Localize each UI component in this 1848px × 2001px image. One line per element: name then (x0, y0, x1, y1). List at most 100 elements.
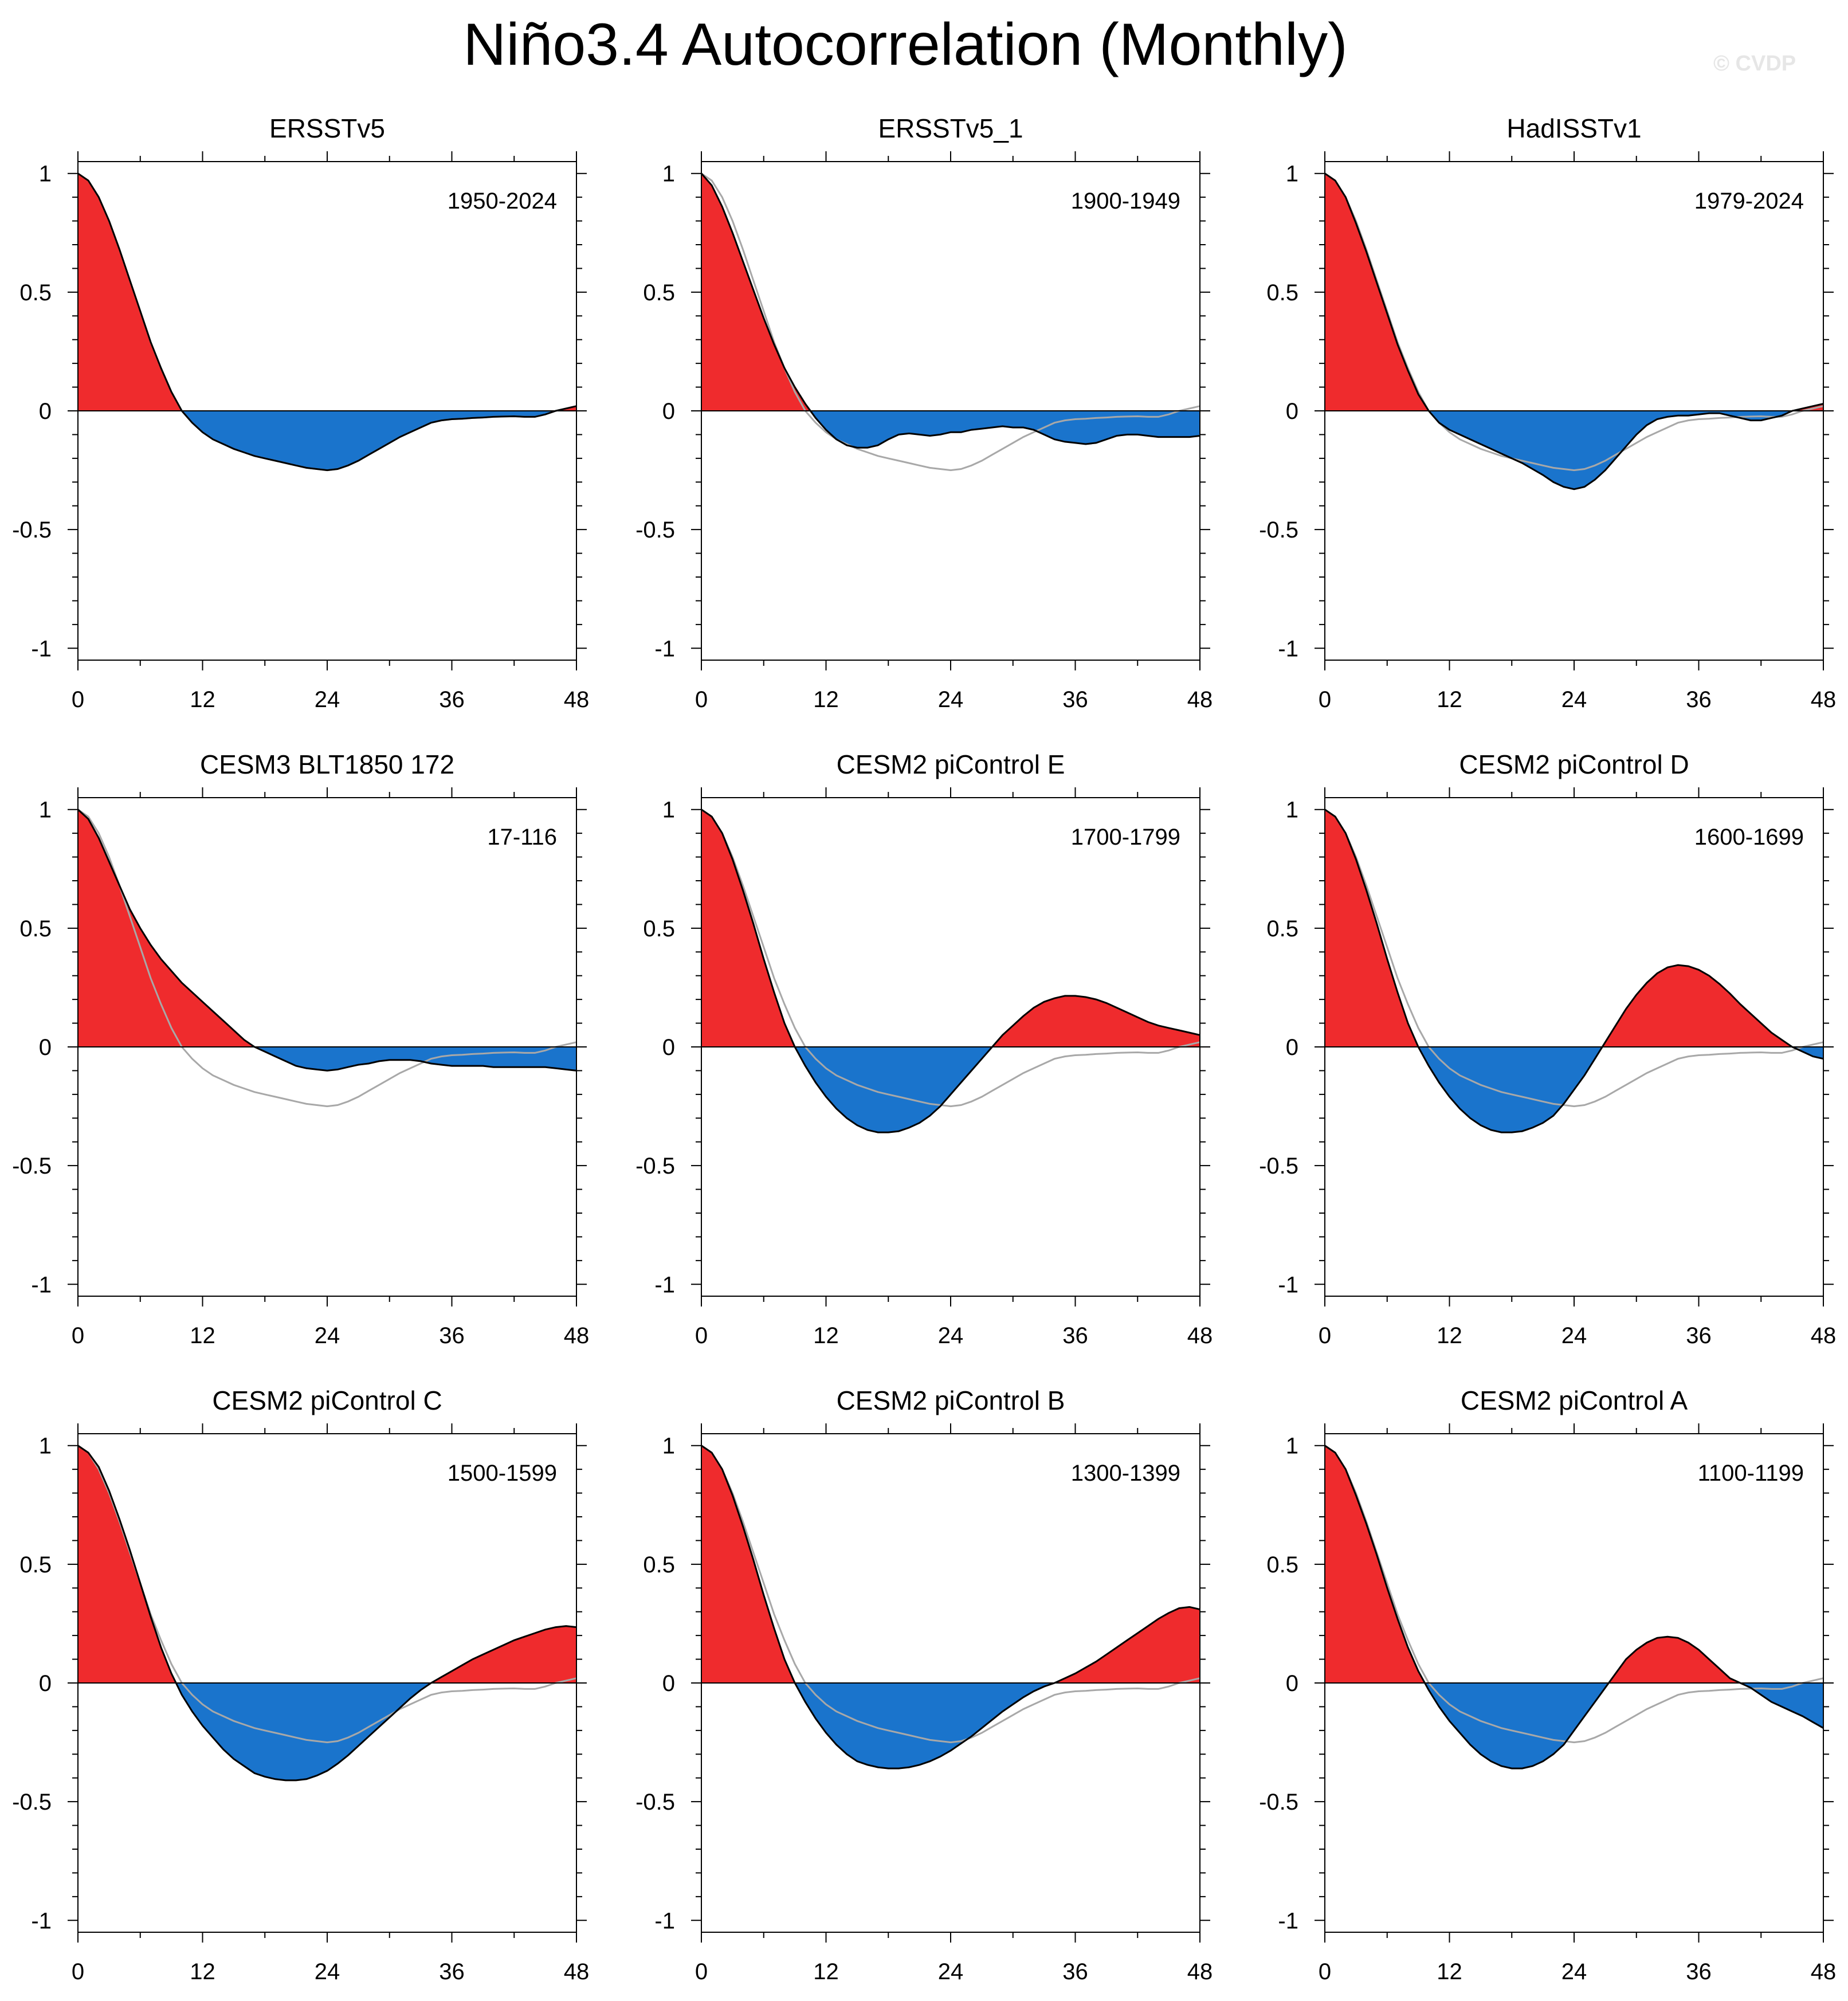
x-tick-label: 12 (813, 1959, 839, 1984)
y-tick-label: -1 (1278, 1908, 1298, 1933)
x-tick-label: 0 (695, 1323, 708, 1348)
negative-fill-area (78, 411, 576, 470)
panel-1: ERSSTv5 1950-2024 -1 -0.5 0 0.5 1 0 12 24 36 48 (12, 113, 589, 712)
y-tick-label: 0.5 (19, 916, 52, 941)
x-tick-label: 24 (1561, 1323, 1587, 1348)
x-tick-label: 0 (1319, 1959, 1331, 1984)
negative-fill-area (1325, 1683, 1823, 1769)
y-tick-label: -0.5 (1259, 517, 1298, 543)
series-line (1324, 1445, 1824, 1769)
x-tick-label: 48 (1187, 1959, 1213, 1984)
y-tick-label: 0 (1286, 399, 1298, 424)
x-tick-label: 24 (938, 687, 964, 712)
x-tick-label: 24 (1561, 687, 1587, 712)
reference-line (1324, 809, 1824, 1108)
x-tick-label: 0 (695, 1959, 708, 1984)
panel-title: ERSSTv5 (269, 113, 385, 143)
watermark: © CVDP (1713, 52, 1796, 76)
period-label: 1950-2024 (448, 189, 557, 214)
panel-title: HadISSTv1 (1506, 113, 1641, 143)
y-tick-label: -0.5 (635, 1153, 675, 1179)
x-tick-label: 12 (1437, 1323, 1462, 1348)
x-tick-label: 36 (1062, 687, 1088, 712)
x-tick-label: 48 (564, 687, 590, 712)
series-line (77, 172, 577, 472)
figure-title: Niño3.4 Autocorrelation (Monthly) (463, 11, 1348, 78)
x-tick-label: 48 (564, 1323, 590, 1348)
y-tick-label: 0.5 (643, 280, 675, 305)
y-tick-label: -0.5 (1259, 1153, 1298, 1179)
panel-title: ERSSTv5_1 (878, 113, 1023, 143)
y-tick-label: 1 (39, 798, 52, 823)
reference-line (701, 1445, 1200, 1744)
panel-3: HadISSTv1 1979-2024 -1 -0.5 0 0.5 1 0 12 24 36 48 (1259, 113, 1836, 712)
x-tick-label: 12 (813, 687, 839, 712)
y-tick-label: 0.5 (1266, 916, 1298, 941)
x-tick-label: 12 (1437, 1959, 1462, 1984)
period-label: 1900-1949 (1071, 189, 1180, 214)
y-tick-label: -1 (654, 1908, 675, 1933)
y-tick-label: 0.5 (643, 1552, 675, 1578)
series-line (701, 809, 1200, 1133)
x-tick-label: 36 (1686, 687, 1712, 712)
x-tick-label: 0 (695, 687, 708, 712)
period-label: 1979-2024 (1694, 189, 1804, 214)
x-tick-label: 0 (72, 687, 84, 712)
x-tick-label: 48 (1187, 687, 1213, 712)
series-line (77, 1445, 577, 1782)
positive-fill-area (78, 809, 576, 1047)
negative-fill-area (78, 1047, 576, 1071)
y-tick-label: -1 (31, 1272, 52, 1297)
x-tick-label: 12 (190, 1323, 215, 1348)
y-tick-label: 0.5 (1266, 280, 1298, 305)
positive-fill-area (701, 173, 1200, 411)
y-tick-label: 1 (1286, 162, 1298, 187)
x-tick-label: 36 (1686, 1959, 1712, 1984)
period-label: 1700-1799 (1071, 825, 1180, 850)
reference-line (701, 809, 1200, 1108)
y-tick-label: -1 (1278, 636, 1298, 661)
y-tick-label: 0 (39, 1671, 52, 1696)
reference-line (1324, 1445, 1824, 1744)
y-tick-label: 0 (662, 399, 675, 424)
series-line (1324, 172, 1824, 491)
x-tick-label: 24 (315, 687, 340, 712)
y-tick-label: -0.5 (12, 517, 52, 543)
period-label: 17-116 (487, 825, 557, 850)
x-tick-label: 36 (439, 1323, 465, 1348)
positive-fill-area (1325, 1445, 1823, 1683)
y-tick-label: 1 (662, 1434, 675, 1459)
x-tick-label: 36 (1686, 1323, 1712, 1348)
positive-fill-area (1325, 173, 1823, 411)
x-tick-label: 48 (1811, 1959, 1837, 1984)
period-label: 1100-1199 (1698, 1461, 1804, 1486)
x-tick-label: 48 (1811, 687, 1837, 712)
x-tick-label: 36 (1062, 1323, 1088, 1348)
series-line (1324, 809, 1824, 1133)
x-tick-label: 0 (1319, 1323, 1331, 1348)
panel-title: CESM2 piControl A (1461, 1386, 1688, 1415)
y-tick-label: -1 (31, 1908, 52, 1933)
panel-title: CESM2 piControl C (212, 1386, 442, 1415)
x-tick-label: 48 (564, 1959, 590, 1984)
x-tick-label: 36 (1062, 1959, 1088, 1984)
y-tick-label: 0.5 (643, 916, 675, 941)
y-tick-label: 1 (1286, 798, 1298, 823)
negative-fill-area (701, 1047, 1200, 1133)
x-tick-label: 24 (938, 1959, 964, 1984)
positive-fill-area (78, 1445, 576, 1683)
y-tick-label: 0 (1286, 1035, 1298, 1060)
series-line (701, 1445, 1200, 1769)
panel-9: CESM2 piControl A 1100-1199 -1 -0.5 0 0.5 1 0 12… (1259, 1386, 1836, 1984)
y-tick-label: -0.5 (12, 1153, 52, 1179)
positive-fill-area (701, 1445, 1200, 1683)
reference-line (77, 809, 577, 1108)
y-tick-label: 1 (662, 162, 675, 187)
x-tick-label: 12 (813, 1323, 839, 1348)
y-tick-label: 0.5 (19, 1552, 52, 1578)
y-tick-label: 0.5 (19, 280, 52, 305)
y-tick-label: -0.5 (1259, 1790, 1298, 1815)
x-tick-label: 24 (315, 1323, 340, 1348)
y-tick-label: -0.5 (12, 1790, 52, 1815)
x-tick-label: 24 (315, 1959, 340, 1984)
